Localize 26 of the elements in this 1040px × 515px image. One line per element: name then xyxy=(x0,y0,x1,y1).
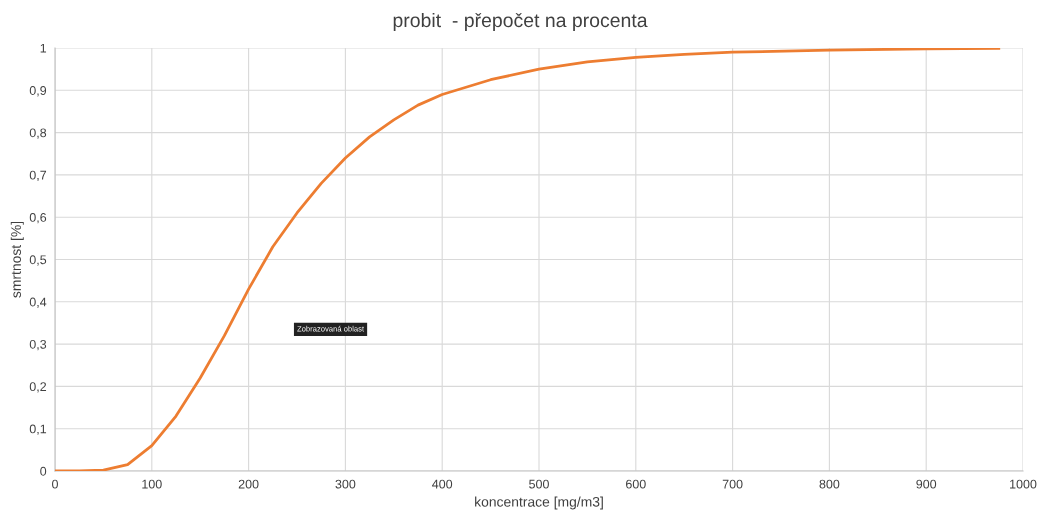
chart-title: probit - přepočet na procenta xyxy=(393,12,648,32)
x-tick-label: 600 xyxy=(626,479,646,489)
x-tick-label: 500 xyxy=(529,479,549,489)
y-tick-label: 1 xyxy=(40,43,47,53)
y-tick-label: 0,1 xyxy=(29,424,47,435)
x-tick-label: 700 xyxy=(722,479,743,489)
x-tick-label: 100 xyxy=(142,479,162,489)
y-tick-label: 0,7 xyxy=(29,170,47,182)
y-tick-label: 0,3 xyxy=(29,339,47,351)
x-tick-label: 800 xyxy=(819,479,840,489)
x-tick-label: 0 xyxy=(52,479,58,489)
y-tick-label: 0 xyxy=(40,466,47,476)
y-tick-label: 0,6 xyxy=(29,213,47,224)
x-tick-label: 300 xyxy=(335,479,356,489)
x-tick-label: 400 xyxy=(432,479,453,489)
x-tick-label: 1000 xyxy=(1010,479,1037,489)
y-tick-label: 0,8 xyxy=(29,128,47,139)
y-tick-label: 0,9 xyxy=(29,86,47,97)
y-tick-label: 0,2 xyxy=(29,382,47,393)
y-tick-label: 0,4 xyxy=(29,297,47,308)
y-axis-title: smrtnost [%] xyxy=(10,221,24,298)
x-tick-label: 200 xyxy=(238,479,259,489)
y-tick-label: 0,5 xyxy=(29,255,47,266)
x-tick-label: 900 xyxy=(916,479,937,489)
x-axis-title: koncentrace [mg/m3] xyxy=(475,496,603,510)
line-series xyxy=(55,48,1001,471)
